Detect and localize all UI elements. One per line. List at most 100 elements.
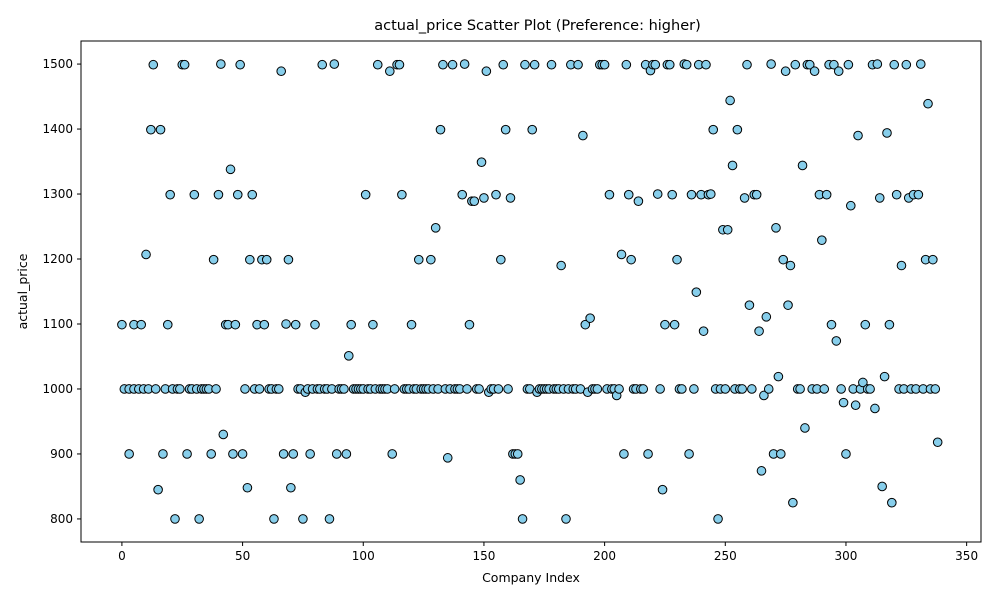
data-point [751, 189, 762, 200]
data-point [150, 384, 161, 394]
data-point [633, 196, 644, 206]
data-point [387, 449, 398, 459]
data-point [725, 95, 735, 106]
data-point [841, 449, 851, 459]
y-axis-label: actual_price [15, 253, 30, 329]
data-point [310, 319, 320, 330]
data-point [744, 300, 755, 310]
data-point [435, 124, 446, 135]
data-point [592, 384, 603, 394]
data-point [278, 449, 289, 459]
data-point [706, 189, 716, 199]
x-tick-label: 200 [593, 549, 616, 563]
data-point [720, 384, 731, 394]
data-point [372, 59, 383, 70]
data-point [146, 124, 156, 135]
data-point [896, 260, 907, 271]
data-point [556, 260, 566, 271]
data-point [887, 497, 897, 508]
data-point [667, 189, 677, 200]
data-point [442, 453, 453, 463]
data-point [493, 384, 504, 394]
data-point [870, 403, 880, 414]
data-point [604, 189, 615, 200]
data-point [877, 481, 887, 492]
data-point [785, 260, 796, 271]
data-point [218, 429, 229, 440]
y-tick-label: 1200 [42, 252, 73, 266]
data-point [288, 449, 299, 459]
data-point [817, 235, 827, 245]
y-tick-label: 1500 [42, 57, 73, 71]
x-tick-label: 100 [352, 549, 375, 563]
data-point [237, 449, 248, 459]
data-point [626, 254, 636, 265]
data-point [206, 449, 217, 459]
data-point [360, 189, 371, 200]
data-point [438, 59, 448, 70]
data-point [230, 319, 241, 330]
data-point [208, 254, 219, 265]
data-point [155, 124, 166, 135]
y-tick-label: 1400 [42, 122, 73, 136]
data-point [141, 249, 151, 260]
data-point [884, 319, 895, 330]
data-point [783, 300, 793, 310]
data-point [394, 59, 405, 70]
data-point [882, 128, 892, 138]
data-point [708, 124, 719, 135]
data-point [158, 449, 168, 459]
data-point [469, 196, 480, 206]
data-point [329, 59, 340, 69]
data-point [701, 59, 711, 70]
data-point [804, 59, 815, 70]
data-point [638, 384, 649, 394]
data-point [269, 514, 279, 524]
data-point [652, 189, 663, 199]
data-point [346, 319, 356, 330]
data-point [505, 193, 516, 203]
data-point [397, 189, 407, 200]
data-point [517, 514, 528, 524]
data-point [932, 437, 943, 448]
data-point [616, 249, 627, 260]
data-point [858, 377, 868, 388]
data-point [546, 59, 557, 70]
data-point [727, 160, 738, 171]
data-point [780, 66, 791, 77]
data-point [657, 484, 668, 495]
y-tick-label: 900 [50, 447, 73, 461]
data-point [153, 484, 163, 495]
data-point [809, 66, 820, 77]
points-layer [117, 59, 943, 524]
y-tick-label: 1300 [42, 187, 73, 201]
data-point [763, 384, 774, 394]
data-point [331, 449, 342, 459]
data-point [175, 384, 185, 394]
data-point [800, 423, 810, 433]
data-point [283, 254, 294, 265]
data-point [527, 124, 538, 135]
y-tick-label: 1000 [42, 382, 73, 396]
data-point [286, 482, 296, 493]
data-point [585, 313, 595, 323]
x-tick-label: 300 [835, 549, 858, 563]
data-point [476, 157, 487, 167]
data-point [643, 449, 653, 459]
data-point [261, 254, 272, 265]
data-point [831, 336, 842, 346]
data-point [515, 475, 525, 485]
data-point [426, 254, 436, 265]
data-point [580, 319, 591, 330]
data-point [385, 66, 395, 77]
data-point [573, 59, 583, 70]
data-point [117, 319, 127, 330]
data-point [722, 224, 733, 235]
data-point [148, 59, 159, 70]
data-point [713, 514, 723, 524]
data-point [290, 319, 301, 330]
x-tick-label: 150 [472, 549, 495, 563]
data-point [923, 98, 933, 109]
data-point [838, 397, 849, 408]
